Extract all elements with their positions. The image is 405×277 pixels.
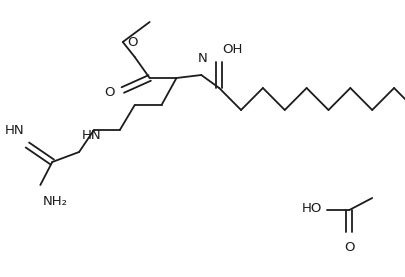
Text: HN: HN [82, 129, 102, 142]
Text: O: O [344, 241, 355, 254]
Text: HN: HN [5, 124, 24, 137]
Text: NH₂: NH₂ [42, 195, 67, 208]
Text: O: O [128, 36, 138, 49]
Text: N: N [197, 52, 207, 65]
Text: OH: OH [222, 43, 243, 56]
Text: O: O [104, 86, 115, 99]
Text: HO: HO [302, 202, 322, 216]
